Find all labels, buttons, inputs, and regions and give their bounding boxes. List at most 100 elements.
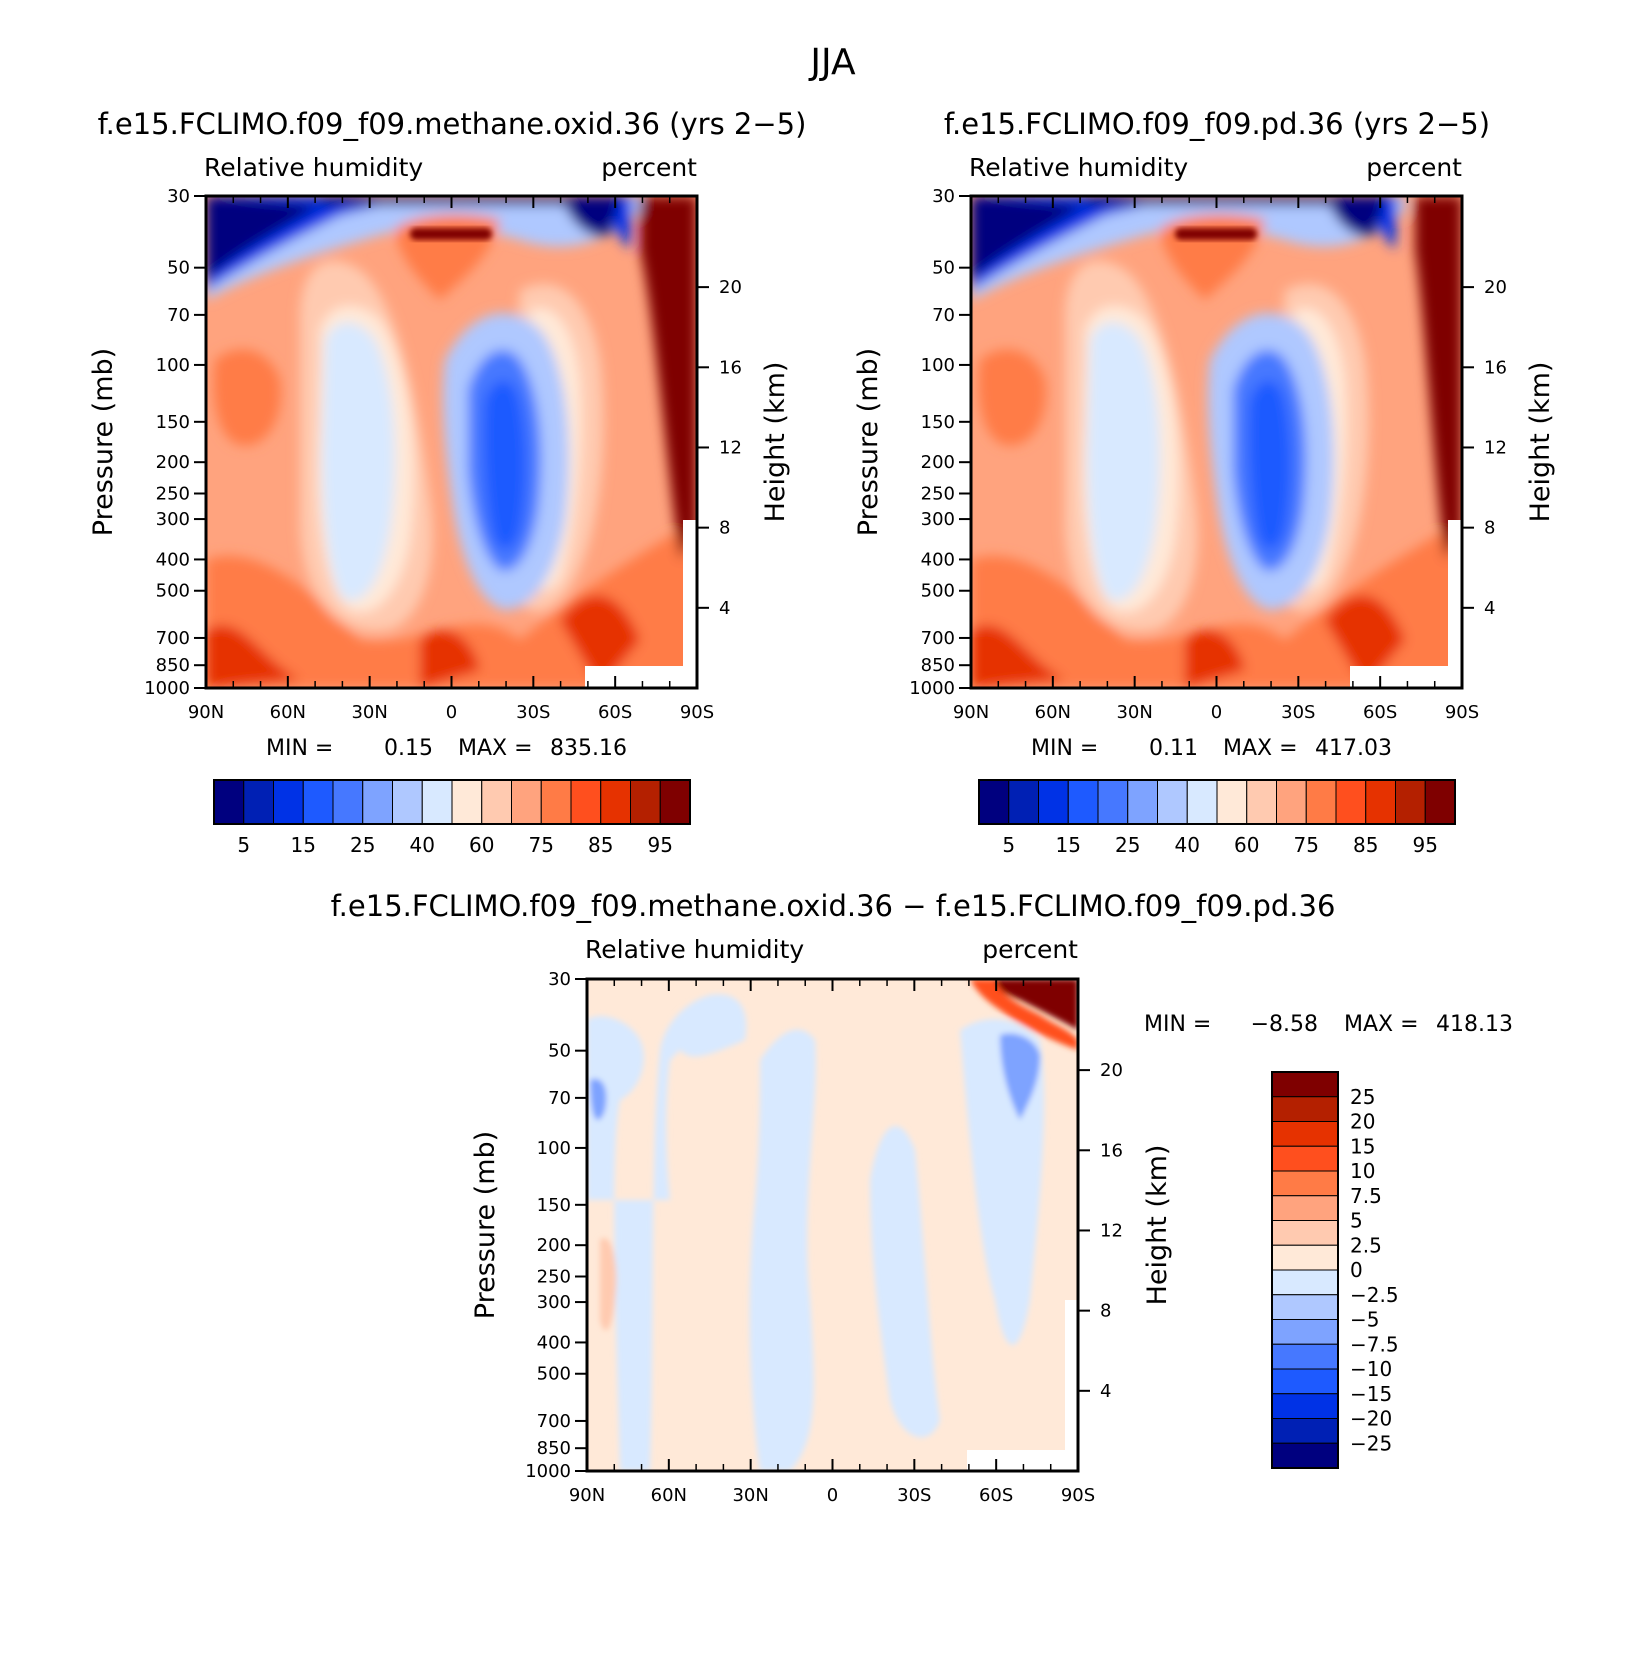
y-tick-label: 850 — [537, 1438, 571, 1459]
panel-2-missing-antarctic — [1448, 520, 1462, 688]
panel-3-missing-antarctic — [1065, 1300, 1078, 1471]
colorbar-label: −25 — [1350, 1431, 1392, 1455]
y2-tick-label: 16 — [1100, 1140, 1123, 1161]
colorbar-label: 15 — [1056, 833, 1081, 857]
panel-1-ylabel: Pressure (mb) — [88, 348, 119, 536]
colorbar-swatch — [1038, 779, 1069, 825]
panel-2-max-label: MAX = — [1223, 736, 1298, 761]
y2-tick-label: 20 — [1100, 1060, 1123, 1081]
panel-2-y2label: Height (km) — [1525, 362, 1556, 523]
colorbar-swatch — [1246, 779, 1277, 825]
colorbar-swatch — [302, 779, 334, 825]
y-tick-label: 30 — [932, 186, 955, 207]
panel-3-region-neg-upper-nh — [587, 994, 747, 1471]
panel-3-contour-field — [587, 979, 1078, 1471]
colorbar-swatch — [570, 779, 602, 825]
colorbar-swatch — [1271, 1368, 1339, 1395]
colorbar-swatch — [1271, 1170, 1339, 1197]
colorbar-label: 95 — [648, 833, 673, 857]
panel-3-region-neg-dry-spot — [1000, 1033, 1040, 1120]
colorbar-label: −2.5 — [1350, 1283, 1399, 1307]
figure-title: JJA — [808, 42, 856, 83]
panel-2-min-label: MIN = — [1031, 736, 1098, 761]
y-tick-label: 700 — [156, 628, 190, 649]
panel-3-max-value: 418.13 — [1436, 1012, 1513, 1037]
y2-tick-label: 16 — [719, 357, 742, 378]
panel-2-x-ticks: 90N 60N 30N 0 30S 60S 90S — [953, 196, 1479, 723]
colorbar-swatch — [1008, 779, 1039, 825]
y2-tick-label: 4 — [719, 598, 730, 619]
x-tick-label: 0 — [1211, 702, 1222, 723]
colorbar-swatch — [1271, 1269, 1339, 1296]
panel-3-region-neg-left-edge — [590, 1078, 607, 1120]
colorbar-swatch — [1271, 1442, 1339, 1469]
colorbar-swatch — [1271, 1220, 1339, 1246]
panel-3-region-pos-lower-nh — [600, 1238, 617, 1331]
y-tick-label: 250 — [921, 483, 955, 504]
panel-3-missing-topography — [967, 1450, 1078, 1471]
panel-2-colorbar: 5 15 25 40 60 75 85 95 — [978, 779, 1456, 857]
y-tick-label: 150 — [921, 412, 955, 433]
y2-tick-label: 8 — [1100, 1301, 1111, 1322]
panel-1-min-value: 0.15 — [384, 736, 433, 761]
x-tick-label: 60N — [1035, 702, 1071, 723]
y-tick-label: 850 — [156, 655, 190, 676]
panel-1: f.e15.FCLIMO.f09_f09.methane.oxid.36 (yr… — [88, 107, 806, 857]
panel-1-region-tropopause-band — [410, 228, 492, 240]
panel-1-region-surface — [206, 595, 640, 688]
y-tick-label: 200 — [537, 1235, 571, 1256]
panel-2-y2-ticks: 20 16 12 8 4 — [1462, 277, 1507, 619]
colorbar-label: 5 — [1350, 1209, 1363, 1233]
panel-2-right-subtitle: percent — [1366, 153, 1462, 182]
x-tick-label: 30S — [516, 702, 550, 723]
panel-3-region-pos-strat-edge — [970, 979, 1078, 1050]
y-tick-label: 30 — [167, 186, 190, 207]
colorbar-label: 60 — [1234, 833, 1259, 857]
panel-1-min-label: MIN = — [266, 736, 333, 761]
panel-2-region-nh-midlat — [978, 349, 1046, 446]
panel-3-region-neg-sh — [870, 1019, 1045, 1438]
colorbar-swatch — [1216, 779, 1248, 825]
colorbar-label: 0 — [1350, 1258, 1363, 1282]
panel-3-title: f.e15.FCLIMO.f09_f09.methane.oxid.36 − f… — [331, 889, 1336, 923]
colorbar-swatch — [630, 779, 661, 825]
colorbar-label: 75 — [529, 833, 554, 857]
colorbar-swatch — [659, 779, 691, 825]
colorbar-swatch — [1271, 1195, 1339, 1221]
y-tick-label: 50 — [932, 258, 955, 279]
y-tick-label: 300 — [156, 509, 190, 530]
colorbar-swatch — [1271, 1393, 1339, 1419]
panel-2-contour-field — [971, 196, 1462, 688]
y-tick-label: 70 — [932, 305, 955, 326]
colorbar-label: 5 — [1002, 833, 1015, 857]
x-tick-label: 90S — [680, 702, 714, 723]
colorbar-label: 5 — [237, 833, 250, 857]
colorbar-label: 15 — [1350, 1134, 1375, 1158]
colorbar-swatch — [392, 779, 423, 825]
colorbar-label: 95 — [1413, 833, 1438, 857]
panel-1-y2-ticks: 20 16 12 8 4 — [697, 277, 742, 619]
x-tick-label: 90N — [569, 1485, 605, 1506]
panel-2-missing-topography — [1350, 666, 1462, 688]
panel-2-region-lower-trop — [971, 520, 1462, 688]
y-tick-label: 400 — [156, 549, 190, 570]
y-tick-label: 1000 — [525, 1461, 571, 1482]
colorbar-label: −20 — [1350, 1407, 1392, 1431]
colorbar-label: −15 — [1350, 1382, 1392, 1406]
y-tick-label: 500 — [921, 581, 955, 602]
colorbar-swatch — [421, 779, 453, 825]
colorbar-swatch — [1271, 1418, 1339, 1444]
panel-2-region-sh-polar — [1415, 196, 1462, 560]
colorbar-label: 2.5 — [1350, 1233, 1382, 1257]
colorbar-label: 25 — [1115, 833, 1140, 857]
y-tick-label: 300 — [537, 1292, 571, 1313]
panel-1-region-strat-dry — [206, 196, 632, 290]
panel-2-region-dry-nh — [1087, 322, 1160, 601]
panel-2-region-dry-sh-max — [1248, 380, 1291, 550]
y-tick-label: 100 — [921, 355, 955, 376]
y2-tick-label: 12 — [1100, 1220, 1123, 1241]
panel-2-left-subtitle: Relative humidity — [969, 153, 1188, 182]
colorbar-label: 40 — [410, 833, 435, 857]
